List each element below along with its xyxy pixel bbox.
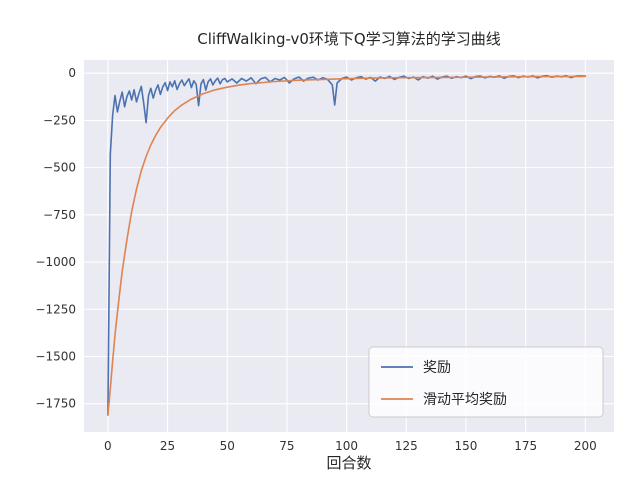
y-tick-label: −500 [43,161,76,175]
y-tick-label: −1750 [35,397,76,411]
x-tick-label: 100 [335,439,358,453]
x-tick-label: 75 [279,439,294,453]
y-tick-label: −1000 [35,255,76,269]
y-tick-label: −1500 [35,349,76,363]
chart-title: CliffWalking-v0环境下Q学习算法的学习曲线 [197,30,501,48]
y-tick-label: 0 [68,66,76,80]
y-tick-label: −750 [43,208,76,222]
x-tick-label: 150 [455,439,478,453]
series-line-0 [107,74,587,416]
x-tick-label: 25 [160,439,175,453]
x-axis-label: 回合数 [326,454,372,472]
legend-label: 奖励 [423,359,451,376]
x-tick-label: 0 [104,439,112,453]
legend-label: 滑动平均奖励 [423,391,507,408]
legend-box [368,346,604,418]
x-tick-label: 175 [514,439,537,453]
y-tick-label: −250 [43,113,76,127]
x-tick-label: 200 [574,439,597,453]
x-tick-label: 50 [220,439,235,453]
y-tick-label: −1250 [35,302,76,316]
x-tick-label: 125 [395,439,418,453]
series-line-1 [107,75,587,416]
